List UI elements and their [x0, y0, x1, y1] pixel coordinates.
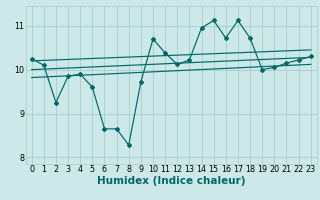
- X-axis label: Humidex (Indice chaleur): Humidex (Indice chaleur): [97, 176, 245, 186]
